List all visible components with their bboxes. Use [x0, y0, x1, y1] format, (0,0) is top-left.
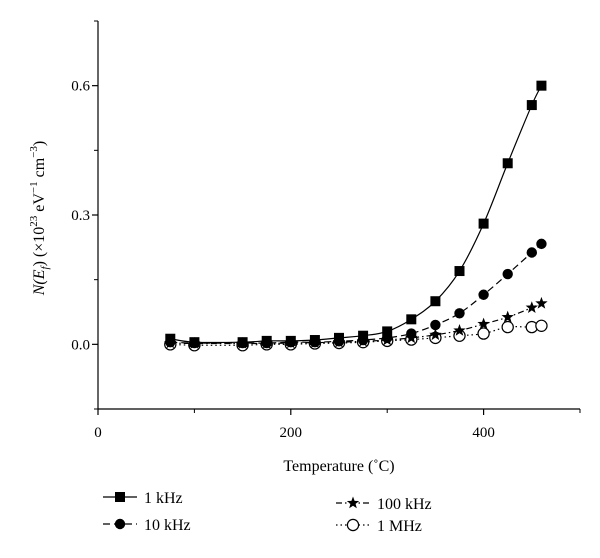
data-point — [535, 319, 548, 332]
data-point — [430, 296, 441, 307]
series-100-khz — [164, 296, 548, 349]
data-point — [501, 310, 514, 323]
legend-item: 100 kHz — [336, 496, 432, 513]
legend-item: 10 kHz — [103, 517, 191, 534]
series-line — [170, 243, 542, 344]
data-point — [478, 218, 489, 229]
legend-label: 10 kHz — [144, 517, 191, 534]
y-label-mid3: cm — [31, 157, 48, 181]
data-point — [502, 268, 513, 280]
y-axis-label: N(Ef) (×1023 eV−1 cm−3) — [28, 141, 51, 297]
data-point — [477, 317, 490, 330]
series-1-khz — [165, 80, 547, 348]
data-point — [309, 335, 320, 346]
data-point — [382, 326, 393, 337]
legend-marker — [346, 496, 360, 509]
legend-label: 1 kHz — [144, 490, 183, 507]
y-axis-ticks: 0.0 0.3 0.6 — [71, 20, 98, 410]
data-point — [429, 328, 442, 341]
data-point — [165, 333, 176, 344]
y-tick-label: 0.0 — [71, 337, 90, 353]
data-point — [453, 324, 466, 336]
y-label-sub: f — [39, 264, 51, 269]
data-point — [430, 319, 441, 331]
data-point — [536, 238, 547, 250]
data-point — [526, 100, 537, 111]
data-point — [477, 327, 490, 340]
y-label-sup1: 23 — [28, 215, 40, 227]
data-point — [502, 158, 513, 169]
data-point — [237, 337, 248, 348]
data-point — [535, 296, 548, 309]
data-point — [525, 301, 538, 313]
data-point — [536, 80, 547, 91]
data-point — [406, 314, 417, 325]
x-tick-label: 400 — [472, 425, 495, 441]
series-1-mhz — [164, 319, 548, 352]
data-point — [454, 308, 465, 319]
y-label-sup2: −1 — [28, 181, 40, 193]
y-tick-label: 0.6 — [71, 79, 90, 95]
data-point — [285, 335, 296, 346]
legend-marker — [114, 518, 126, 530]
legend-item: 1 MHz — [336, 518, 422, 535]
data-point — [454, 266, 465, 277]
data-point — [261, 335, 272, 346]
plot-frame — [97, 21, 580, 410]
series-line — [170, 325, 542, 346]
data-point — [501, 320, 514, 334]
y-tick-label: 0.3 — [71, 208, 90, 224]
legend-item: 1 kHz — [103, 490, 183, 507]
series-line — [170, 85, 542, 344]
legend-marker — [346, 518, 360, 532]
x-axis-label: Temperature (˚C) — [283, 458, 394, 475]
data-point — [334, 332, 344, 343]
y-label-mid1: ) (×10 — [31, 227, 48, 267]
legend-label: 1 MHz — [377, 518, 422, 535]
x-tick-label: 200 — [280, 425, 303, 441]
data-point — [358, 330, 369, 341]
x-axis-ticks: 0 200 400 — [94, 409, 581, 441]
legend-marker — [115, 492, 125, 502]
series-layer — [164, 80, 548, 352]
y-label-sup3: −3 — [28, 146, 40, 158]
legend-label: 100 kHz — [377, 496, 432, 513]
legend: 1 kHz 10 kHz 100 kHz 1 MHz — [103, 490, 432, 535]
x-tick-label: 0 — [94, 425, 102, 441]
y-label-prefix: N(E — [31, 269, 48, 296]
data-point — [189, 337, 200, 348]
y-label-mid2: eV — [31, 193, 48, 216]
data-point — [526, 247, 537, 258]
data-point — [406, 328, 417, 339]
data-point — [478, 289, 489, 300]
y-label-suffix: ) — [31, 141, 48, 146]
series-line — [170, 302, 542, 345]
